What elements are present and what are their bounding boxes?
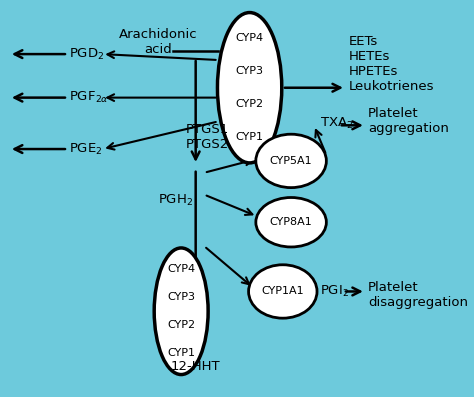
Text: Platelet
disaggregation: Platelet disaggregation: [368, 281, 468, 309]
Ellipse shape: [248, 265, 317, 318]
Text: CYP1: CYP1: [236, 132, 264, 143]
Text: 12-HHT: 12-HHT: [171, 360, 220, 373]
Text: CYP1A1: CYP1A1: [262, 287, 304, 297]
Ellipse shape: [218, 13, 282, 163]
Text: PGD$_2$: PGD$_2$: [69, 46, 105, 62]
Text: PGH$_2$: PGH$_2$: [158, 193, 193, 208]
Text: TXA$_2$: TXA$_2$: [320, 116, 354, 131]
Ellipse shape: [256, 198, 327, 247]
Ellipse shape: [256, 134, 327, 188]
Text: CYP5A1: CYP5A1: [270, 156, 312, 166]
Text: PGF$_{2\alpha}$: PGF$_{2\alpha}$: [69, 90, 109, 105]
Text: CYP2: CYP2: [236, 99, 264, 109]
Text: PTGS1
PTGS2: PTGS1 PTGS2: [185, 123, 228, 151]
Text: Arachidonic
acid: Arachidonic acid: [119, 28, 198, 56]
Text: PGE$_2$: PGE$_2$: [69, 141, 103, 156]
Text: CYP4: CYP4: [236, 33, 264, 43]
Text: CYP3: CYP3: [167, 292, 195, 303]
Text: CYP4: CYP4: [167, 264, 195, 274]
Text: Platelet
aggregation: Platelet aggregation: [368, 107, 449, 135]
Text: PGI$_2$: PGI$_2$: [320, 284, 349, 299]
Text: CYP3: CYP3: [236, 66, 264, 76]
Ellipse shape: [154, 248, 208, 374]
Text: EETs
HETEs
HPETEs
Leukotrienes: EETs HETEs HPETEs Leukotrienes: [349, 35, 435, 93]
Text: CYP2: CYP2: [167, 320, 195, 330]
Text: CYP8A1: CYP8A1: [270, 217, 312, 227]
Text: CYP1: CYP1: [167, 348, 195, 358]
